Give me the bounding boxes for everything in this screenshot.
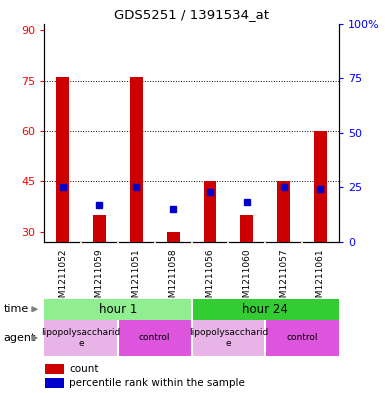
Bar [192,320,265,356]
Bar [93,215,106,242]
Text: lipopolysaccharid
e: lipopolysaccharid e [42,328,121,348]
Bar [240,215,253,242]
Text: hour 1: hour 1 [99,303,137,316]
Text: GSM1211059: GSM1211059 [95,248,104,309]
Text: control: control [139,334,171,342]
Text: control: control [286,334,318,342]
Text: GSM1211060: GSM1211060 [242,248,251,309]
Text: agent: agent [4,333,36,343]
Text: GSM1211061: GSM1211061 [316,248,325,309]
Text: count: count [69,364,99,374]
Text: GSM1211057: GSM1211057 [279,248,288,309]
Bar [44,299,192,320]
Text: time: time [4,304,29,314]
Bar [44,320,118,356]
Bar [130,77,143,242]
Bar [45,378,64,387]
Text: hour 24: hour 24 [242,303,288,316]
Bar [265,320,339,356]
Bar [45,364,64,374]
Title: GDS5251 / 1391534_at: GDS5251 / 1391534_at [114,8,269,21]
Bar [192,299,339,320]
Bar [314,131,327,242]
Text: GSM1211052: GSM1211052 [58,248,67,309]
Text: GSM1211051: GSM1211051 [132,248,141,309]
Text: GSM1211056: GSM1211056 [206,248,214,309]
Bar [167,231,179,242]
Text: lipopolysaccharid
e: lipopolysaccharid e [189,328,268,348]
Bar [56,77,69,242]
Bar [118,320,192,356]
Text: percentile rank within the sample: percentile rank within the sample [69,378,245,388]
Bar [277,181,290,242]
Bar [204,181,216,242]
Text: GSM1211058: GSM1211058 [169,248,177,309]
